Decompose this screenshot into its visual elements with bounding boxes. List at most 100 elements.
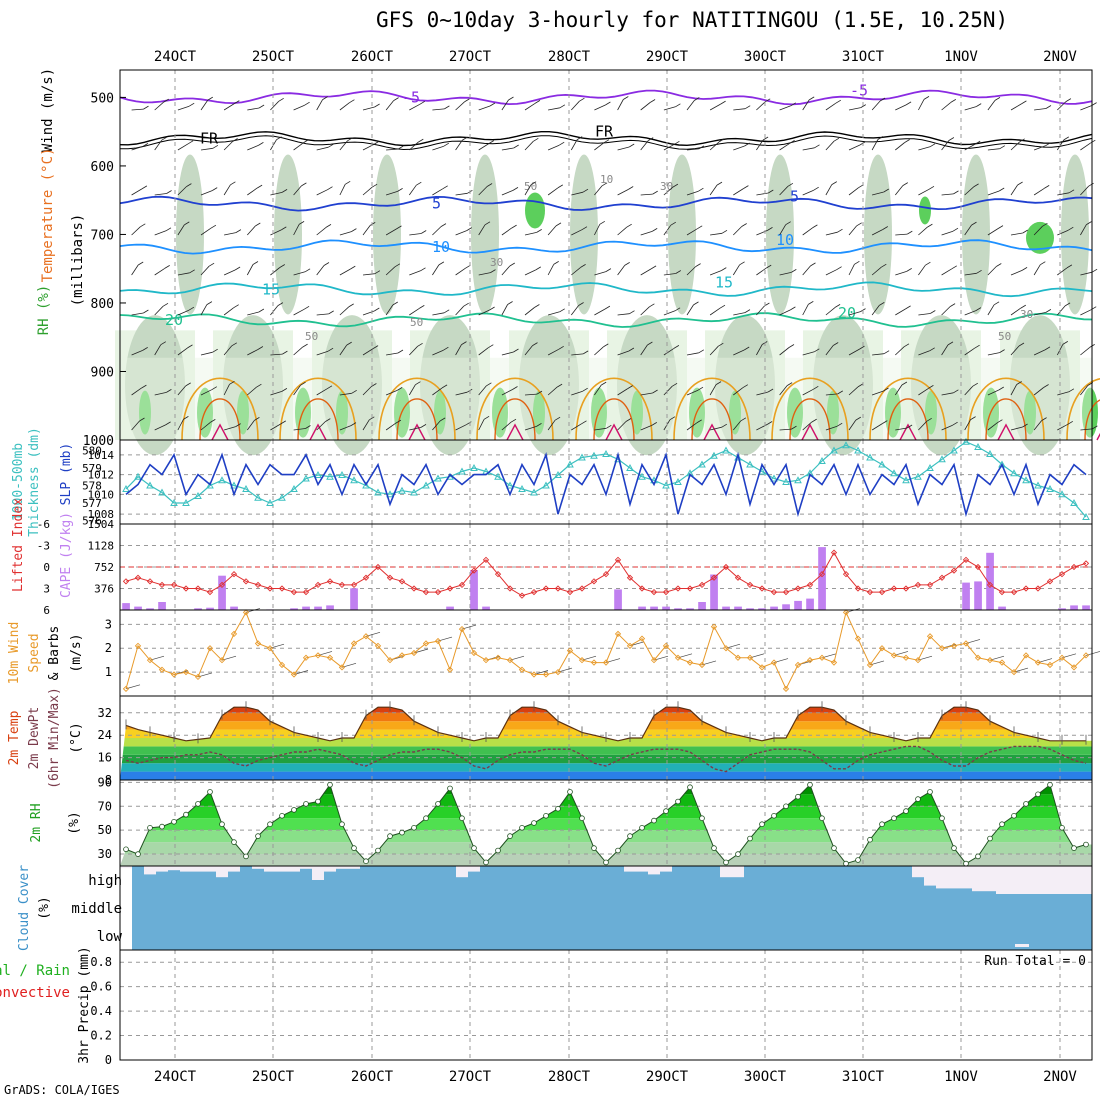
thickness-point xyxy=(782,477,790,485)
wind-barb-flag xyxy=(649,99,656,103)
wind-barb xyxy=(640,268,652,276)
wind-barb xyxy=(663,310,676,316)
wind-barb-flag xyxy=(605,101,611,106)
wind-barb xyxy=(409,141,419,151)
y-tick-label: 576 xyxy=(82,515,102,528)
thickness-point xyxy=(794,476,802,484)
wind-barb xyxy=(293,185,302,196)
wind-barb-flag xyxy=(789,140,795,144)
wind-barb-flag xyxy=(721,267,727,271)
wind-barb-flag xyxy=(1068,189,1075,194)
temperature-band xyxy=(120,771,1092,780)
wind-barb-flag xyxy=(791,425,797,430)
wind-barb xyxy=(825,102,837,111)
wind-barb-flag xyxy=(766,421,773,425)
wind-barb-flag xyxy=(323,262,330,266)
wind-speed-point xyxy=(410,649,418,657)
y-tick-label: 90 xyxy=(98,775,112,789)
rh-band xyxy=(120,794,1092,807)
wind-barb-flag xyxy=(976,269,982,274)
wind-barb xyxy=(617,350,630,356)
wind-barb xyxy=(894,384,903,396)
thickness-point xyxy=(158,488,166,496)
wind-barb-flag xyxy=(582,350,589,355)
bottom-date-label: 29OCT xyxy=(646,1069,689,1085)
panel-frame xyxy=(119,609,1093,697)
wind-barb xyxy=(918,146,931,151)
wind-barb-flag xyxy=(235,229,242,233)
rh-shade xyxy=(139,390,151,435)
wind-barb-flag xyxy=(535,266,542,271)
wind-barb xyxy=(871,390,884,396)
wind-barb xyxy=(756,305,765,316)
wind-barb-flag xyxy=(929,347,935,352)
wind-barb-flag xyxy=(302,139,309,144)
wind-barb xyxy=(617,146,630,151)
wind-barb xyxy=(386,352,399,356)
wind-barb-flag xyxy=(626,223,632,228)
cape-bar xyxy=(770,606,778,610)
wind-barb xyxy=(177,309,190,316)
wind-barb xyxy=(709,103,721,111)
wind-barb-flag xyxy=(534,304,540,308)
wind-speed-point xyxy=(722,645,730,652)
wind-speed-point xyxy=(182,668,190,676)
wind-speed-point xyxy=(530,671,538,678)
top-date-label: 25OCT xyxy=(252,49,295,65)
wind-barb xyxy=(1080,142,1091,151)
lifted-index-point xyxy=(842,571,850,578)
rh-point xyxy=(651,817,657,824)
wind-barb xyxy=(385,390,398,396)
wind-barb xyxy=(501,389,513,396)
wind-barb xyxy=(617,388,628,396)
wind-speed-point xyxy=(698,661,706,669)
dewpoint-series xyxy=(125,745,1087,773)
temperature-contour xyxy=(119,195,1093,212)
wind-barb xyxy=(594,427,607,431)
cloud-high-gap xyxy=(732,866,744,878)
cape-bar xyxy=(1058,608,1066,610)
lifted-index-point xyxy=(626,574,634,581)
wind-barb-flag xyxy=(140,223,146,228)
wind-barb xyxy=(710,426,722,431)
thickness-point xyxy=(722,446,730,454)
wind-barb xyxy=(964,310,977,316)
wind-barb-flag xyxy=(1016,381,1022,385)
wind-barb-flag xyxy=(949,303,956,307)
wind-barb-flag xyxy=(461,341,467,345)
temp-contour-30 xyxy=(396,398,438,441)
lifted-index-point xyxy=(542,585,550,592)
wind-barb-flag xyxy=(397,188,403,192)
temperature-contour xyxy=(119,89,1093,106)
wind-barb-flag xyxy=(188,102,195,107)
bottom-date-axis: 24OCT 25OCT 26OCT 27OCT 28OCT 29OCT 30OCT 31OCT… xyxy=(154,1069,1078,1085)
wind-barb-flag xyxy=(744,105,751,110)
wind-barb-flag xyxy=(373,141,379,145)
wind-barb xyxy=(246,264,254,276)
wind-barb-flag xyxy=(948,137,955,141)
wind-barb-flag xyxy=(652,190,658,195)
rh-point xyxy=(351,845,357,851)
wind-barb-flag xyxy=(599,220,606,225)
wind-barb xyxy=(154,306,164,316)
panel-frame xyxy=(119,949,1093,1061)
temp-contour-30 xyxy=(789,398,831,441)
wind-barb-flag xyxy=(536,423,542,427)
rh-point xyxy=(807,781,813,788)
wind-barb xyxy=(871,139,879,151)
wind-barb-flag xyxy=(672,183,679,188)
wind-barb xyxy=(918,99,925,111)
wind-speed-point xyxy=(518,666,526,673)
wind-barb-flag xyxy=(278,97,284,102)
lifted-index-point xyxy=(302,588,310,596)
lifted-index-point xyxy=(482,556,490,563)
rh-point xyxy=(903,808,909,814)
wind-barb-flag xyxy=(325,418,331,422)
rh-point xyxy=(975,853,981,860)
lifted-index-point xyxy=(326,578,334,585)
rh-point xyxy=(639,824,645,831)
wind-speed-point xyxy=(134,642,142,649)
thickness-point xyxy=(398,486,406,494)
wind-barb xyxy=(1010,384,1018,396)
